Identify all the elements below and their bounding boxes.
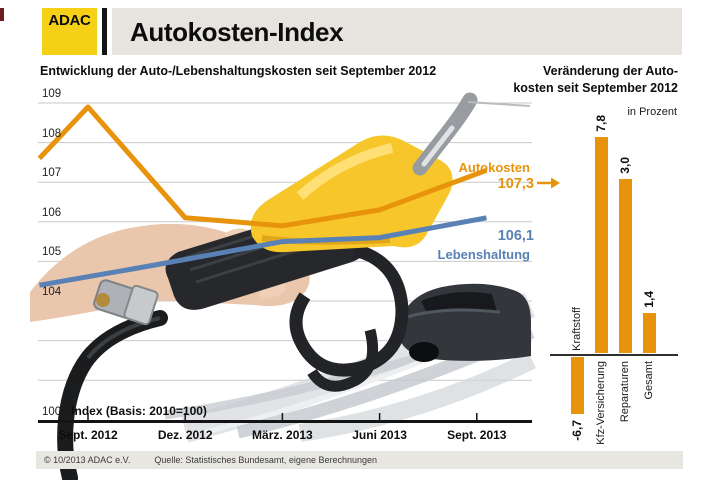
- unit-note: in Prozent: [627, 106, 677, 118]
- series-value-lebenshaltung: 106,1: [497, 228, 534, 244]
- bar-chart-title-line1: Veränderung der Auto-: [543, 64, 678, 78]
- adac-logo: ADAC: [42, 8, 97, 55]
- bar-kraftstoff: [570, 357, 584, 414]
- series-label-lebenshaltung: Lebenshaltung: [437, 247, 530, 262]
- title-band: [112, 8, 682, 55]
- series-line-lebenshaltung: [38, 215, 487, 288]
- x-axis-label: Juni 2013: [352, 428, 407, 442]
- x-axis-tick: [378, 413, 381, 420]
- footer-copyright: © 10/2013 ADAC e.V.: [44, 455, 131, 465]
- bar-chart-title: Veränderung der Auto- kosten seit Septem…: [478, 63, 678, 96]
- bar-gesamt: [642, 313, 656, 353]
- y-axis-label: 106: [42, 206, 62, 219]
- series-lines: [37, 104, 488, 288]
- x-axis-label: Sept. 2013: [447, 428, 507, 442]
- page-title: Autokosten-Index: [130, 17, 344, 47]
- y-axis-label: 104: [42, 286, 62, 298]
- base-note-text: Index (Basis: 2010=100): [71, 404, 207, 418]
- series-label-autokosten: Autokosten: [458, 160, 531, 175]
- bar-value-label: 7,8: [594, 115, 608, 132]
- index-base-note: 100 Index (Basis: 2010=100): [42, 404, 207, 418]
- x-axis-tick: [281, 413, 284, 420]
- bar-category-label: Gesamt: [643, 361, 655, 400]
- x-axis-label: März. 2013: [252, 428, 313, 442]
- line-chart-title: Entwicklung der Auto-/Lebenshaltungskost…: [40, 64, 437, 78]
- arrow-right-icon: [537, 177, 560, 189]
- bar-value-label: -6,7: [570, 420, 584, 441]
- series-value-autokosten: 107,3: [497, 176, 534, 192]
- bar-kfz-versicherung: [594, 137, 608, 353]
- bar-category-label: Reparaturen: [619, 361, 631, 423]
- logo-divider: [102, 8, 107, 55]
- x-axis: [38, 413, 532, 423]
- bar-value-label: 3,0: [618, 157, 632, 174]
- y-axis-label: 109: [42, 88, 62, 100]
- pump-photo-illustration: [30, 92, 536, 480]
- base-value: 100: [42, 406, 62, 418]
- x-axis-tick: [476, 413, 478, 420]
- x-axis-tick: [87, 413, 89, 420]
- y-axis-label: 107: [42, 167, 62, 180]
- x-axis-label: Sept. 2012: [58, 428, 118, 442]
- series-line-autokosten: [37, 104, 488, 229]
- bar-axis-line: [550, 353, 678, 356]
- y-axis-label: 108: [42, 127, 62, 140]
- bar-category-label: Kraftstoff: [571, 307, 583, 351]
- x-axis-tick: [184, 413, 186, 420]
- x-axis-line: [38, 420, 532, 423]
- y-axis-label: 105: [42, 246, 62, 259]
- footer-source: Quelle: Statistisches Bundesamt, eigene …: [154, 455, 377, 465]
- bar-category-label: Kfz-Versicherung: [595, 361, 607, 445]
- left-edge-mark: [0, 8, 4, 21]
- x-axis-label: Dez. 2012: [157, 428, 213, 442]
- bar-value-label: 1,4: [642, 291, 656, 308]
- footer: © 10/2013 ADAC e.V. Quelle: Statistische…: [36, 451, 683, 469]
- bar-chart-title-line2: kosten seit September 2012: [513, 80, 678, 95]
- bar-reparaturen: [618, 179, 632, 353]
